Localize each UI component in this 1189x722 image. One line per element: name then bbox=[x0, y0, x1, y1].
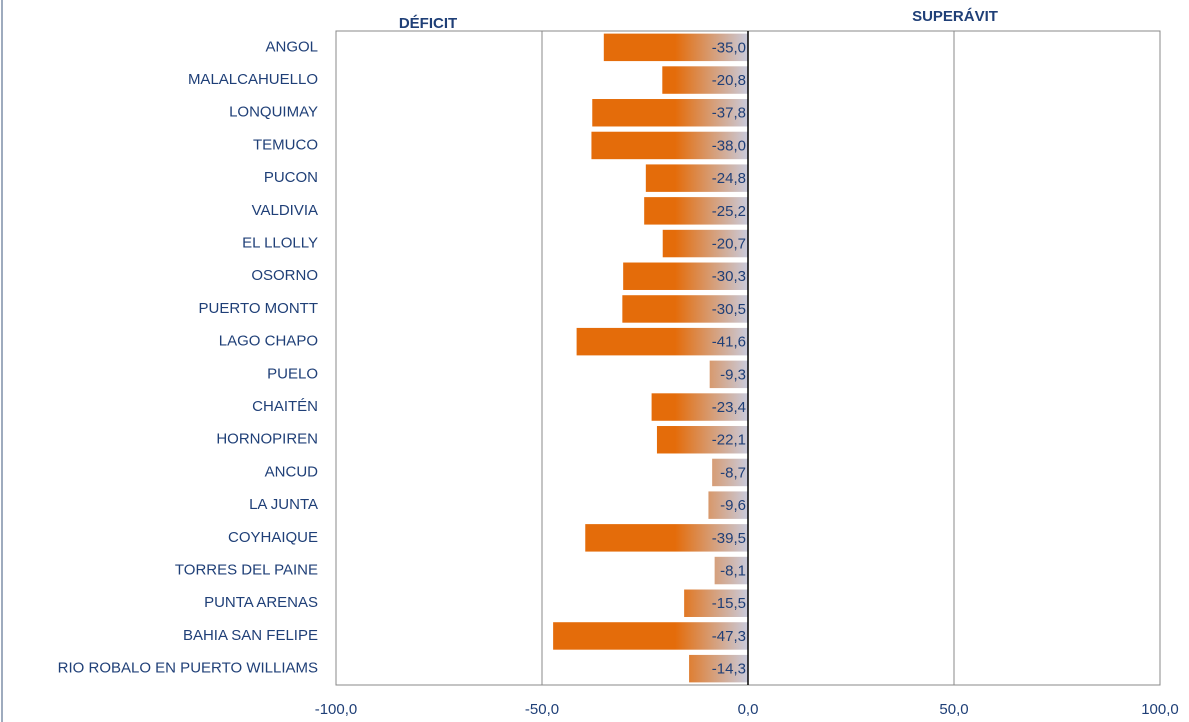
value-label: -22,1 bbox=[712, 432, 746, 449]
y-tick-label: EL LLOLLY bbox=[242, 235, 318, 252]
y-tick-label: LAGO CHAPO bbox=[219, 333, 318, 350]
bar bbox=[591, 131, 748, 160]
bar bbox=[662, 229, 748, 258]
value-label: -24,8 bbox=[712, 170, 746, 187]
bar bbox=[576, 327, 748, 356]
x-tick-label: 0,0 bbox=[738, 701, 759, 718]
value-label: -14,3 bbox=[712, 661, 746, 678]
value-label: -20,8 bbox=[712, 72, 746, 89]
y-tick-label: PUCON bbox=[264, 169, 318, 186]
y-tick-label: BAHIA SAN FELIPE bbox=[183, 627, 318, 644]
y-tick-label: COYHAIQUE bbox=[228, 529, 318, 546]
y-tick-label: TEMUCO bbox=[253, 136, 318, 153]
bar bbox=[553, 622, 748, 650]
y-tick-label: TORRES DEL PAINE bbox=[175, 562, 318, 579]
bar bbox=[603, 33, 748, 62]
bar bbox=[662, 66, 748, 94]
bar bbox=[622, 295, 748, 323]
bar bbox=[585, 524, 748, 552]
y-tick-label: CHAITÉN bbox=[252, 398, 318, 415]
value-label: -41,6 bbox=[712, 334, 746, 351]
value-label: -30,3 bbox=[712, 268, 746, 285]
y-tick-label: ANGOL bbox=[265, 38, 318, 55]
y-tick-label: LA JUNTA bbox=[249, 496, 318, 513]
bar bbox=[651, 393, 748, 421]
y-tick-label: PUNTA ARENAS bbox=[204, 594, 318, 611]
x-tick-label: 50,0 bbox=[939, 701, 968, 718]
value-label: -30,5 bbox=[712, 301, 746, 318]
deficit-label: DÉFICIT bbox=[399, 15, 457, 32]
x-tick-label: -100,0 bbox=[315, 701, 358, 718]
value-label: -9,3 bbox=[720, 366, 746, 383]
value-label: -25,2 bbox=[712, 203, 746, 220]
y-tick-label: RIO ROBALO EN PUERTO WILLIAMS bbox=[58, 660, 318, 677]
value-label: -38,0 bbox=[712, 137, 746, 154]
y-tick-label: PUELO bbox=[267, 365, 318, 382]
bar bbox=[708, 491, 748, 519]
bar bbox=[714, 556, 748, 585]
x-tick-label: -50,0 bbox=[525, 701, 559, 718]
bar bbox=[684, 589, 748, 617]
value-label: -15,5 bbox=[712, 595, 746, 612]
value-label: -37,8 bbox=[712, 105, 746, 122]
bar bbox=[623, 262, 748, 290]
bar bbox=[656, 426, 748, 454]
bar bbox=[644, 197, 748, 225]
superavit-label: SUPERÁVIT bbox=[912, 8, 998, 25]
value-label: -39,5 bbox=[712, 530, 746, 547]
x-tick-label: 100,0 bbox=[1141, 701, 1179, 718]
value-label: -35,0 bbox=[712, 39, 746, 56]
value-label: -9,6 bbox=[720, 497, 746, 514]
value-label: -20,7 bbox=[712, 236, 746, 253]
value-label: -23,4 bbox=[712, 399, 746, 416]
y-tick-label: HORNOPIREN bbox=[216, 431, 318, 448]
y-tick-label: MALALCAHUELLO bbox=[188, 71, 318, 88]
y-tick-label: OSORNO bbox=[251, 267, 318, 284]
bar bbox=[645, 164, 748, 192]
bar bbox=[712, 458, 748, 487]
y-tick-label: ANCUD bbox=[265, 463, 319, 480]
value-label: -8,7 bbox=[720, 464, 746, 481]
y-tick-label: VALDIVIA bbox=[252, 202, 318, 219]
y-tick-label: PUERTO MONTT bbox=[199, 300, 318, 317]
value-label: -47,3 bbox=[712, 628, 746, 645]
value-label: -8,1 bbox=[720, 563, 746, 580]
bar bbox=[709, 360, 748, 389]
bar bbox=[592, 99, 748, 127]
bar bbox=[689, 654, 748, 683]
y-tick-label: LONQUIMAY bbox=[229, 104, 318, 121]
